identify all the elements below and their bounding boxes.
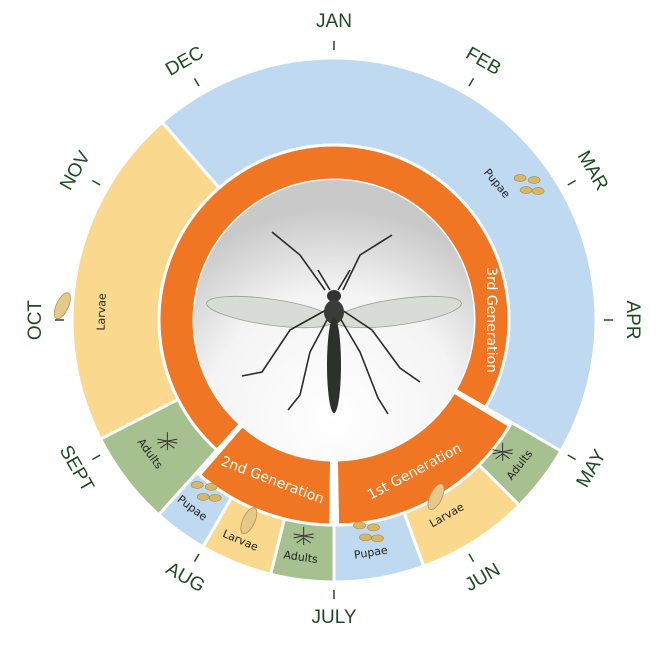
- pupa: [367, 524, 379, 531]
- month-label: SEPT: [55, 442, 98, 496]
- month-label: OCT: [25, 300, 46, 341]
- month-label: NOV: [56, 147, 95, 193]
- pupa: [359, 534, 371, 541]
- month-tick: [568, 181, 576, 186]
- month-label: JAN: [316, 11, 352, 32]
- month-label: APR: [622, 300, 643, 339]
- month-tick: [469, 78, 474, 86]
- month-label: JUN: [462, 559, 505, 596]
- pupa: [197, 493, 209, 500]
- pupa: [371, 535, 383, 542]
- pupa: [520, 187, 532, 194]
- month-tick: [195, 78, 200, 86]
- month-label: MAR: [573, 147, 612, 194]
- month-label: JULY: [311, 607, 356, 628]
- month-label: AUG: [162, 558, 208, 597]
- month-label: FEB: [462, 43, 505, 80]
- pupa: [532, 188, 544, 195]
- generation-label: 3rd Generation: [483, 267, 499, 373]
- pupa: [191, 481, 203, 488]
- month-tick: [568, 455, 576, 460]
- pupa: [209, 494, 221, 501]
- stage-label: Larvae: [94, 293, 108, 331]
- month-tick: [469, 554, 474, 562]
- month-label: MAY: [573, 446, 611, 491]
- month-tick: [92, 181, 100, 186]
- life-cycle-diagram: PupaeAdultsLarvaePupaeAdultsLarvaePupaeA…: [0, 0, 664, 655]
- pupa: [528, 177, 540, 184]
- pupa: [353, 522, 365, 529]
- month-label: DEC: [162, 42, 207, 80]
- larva-icon: [51, 291, 74, 321]
- month-tick: [92, 455, 100, 460]
- month-tick: [195, 554, 200, 562]
- pupa: [205, 483, 217, 490]
- pupa: [514, 175, 526, 182]
- larva: [51, 291, 74, 321]
